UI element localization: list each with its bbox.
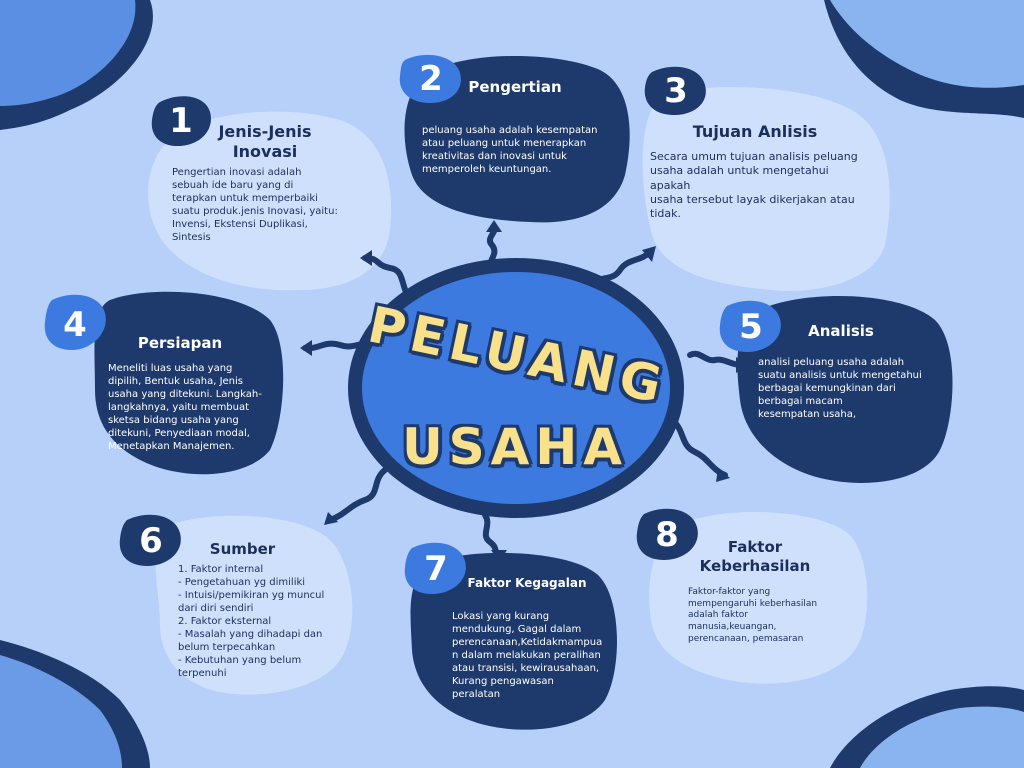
badge-4 bbox=[44, 294, 106, 350]
badge-5 bbox=[719, 300, 781, 352]
blob-node-4 bbox=[94, 291, 284, 475]
node-4-text: Meneliti luas usaha yang dipilih, Bentuk… bbox=[108, 363, 262, 452]
node-4-number: 4 bbox=[63, 305, 87, 345]
blob-node-7 bbox=[410, 552, 617, 730]
node-5-number: 5 bbox=[739, 307, 763, 347]
node-3-text: Secara umum tujuan analisis peluang usah… bbox=[650, 150, 858, 221]
blob-node-5 bbox=[737, 296, 953, 483]
blob-node-3 bbox=[642, 87, 890, 291]
node-1-number: 1 bbox=[169, 101, 193, 141]
blob-node-1 bbox=[148, 111, 392, 291]
center-oval bbox=[362, 272, 670, 504]
connector-1 bbox=[362, 255, 413, 303]
node-6-title: Sumber bbox=[209, 540, 276, 558]
center-title-line2: USAHA bbox=[402, 418, 628, 476]
node-1-text: Pengertian inovasi adalah sebuah ide bar… bbox=[172, 167, 338, 243]
node-6-text: 1. Faktor internal - Pengetahuan yg dimi… bbox=[178, 564, 325, 679]
node-3-title: Tujuan Anlisis bbox=[692, 122, 818, 141]
badge-3 bbox=[644, 66, 706, 116]
connector-6 bbox=[327, 467, 388, 523]
node-1-title: Jenis-Jenis Inovasi bbox=[218, 122, 312, 161]
blob-node-2 bbox=[404, 56, 630, 223]
node-7-number: 7 bbox=[424, 549, 448, 589]
node-2-text: peluang usaha adalah kesempatan atau pel… bbox=[422, 125, 598, 175]
number-badges bbox=[44, 54, 781, 594]
node-8-text: Faktor-faktor yang mempengaruhi keberhas… bbox=[688, 587, 818, 644]
connector-arrowheads bbox=[300, 220, 748, 562]
badge-8 bbox=[636, 508, 698, 560]
node-2-number: 2 bbox=[419, 59, 443, 99]
blob-node-6 bbox=[155, 515, 353, 695]
badge-1 bbox=[151, 96, 211, 147]
corner-blob-bottom-right-light bbox=[860, 706, 1024, 768]
node-6-number: 6 bbox=[139, 521, 163, 561]
connector-5 bbox=[687, 350, 745, 368]
node-7-title: Faktor Kegagalan bbox=[467, 576, 587, 590]
badge-2 bbox=[399, 54, 461, 104]
corner-blob-top-left-light bbox=[0, 0, 136, 106]
node-5-text: analisi peluang usaha adalah suatu anali… bbox=[758, 357, 922, 420]
connector-7 bbox=[482, 512, 501, 559]
blob-node-8 bbox=[649, 512, 868, 684]
node-7-text: Lokasi yang kurang mendukung, Gagal dala… bbox=[452, 611, 603, 700]
node-8-title: Faktor Keberhasilan bbox=[699, 538, 811, 575]
node-4-title: Persiapan bbox=[137, 334, 223, 352]
badge-6 bbox=[119, 514, 181, 566]
connector-5b bbox=[669, 417, 728, 478]
corner-blob-top-right-light bbox=[830, 0, 1024, 88]
node-5-title: Analisis bbox=[808, 322, 874, 340]
badge-7 bbox=[404, 542, 466, 594]
node-2-title: Pengertian bbox=[468, 78, 562, 96]
corner-blob-bottom-left-light bbox=[0, 655, 122, 768]
node-3-number: 3 bbox=[664, 71, 688, 111]
node-8-number: 8 bbox=[655, 515, 679, 555]
